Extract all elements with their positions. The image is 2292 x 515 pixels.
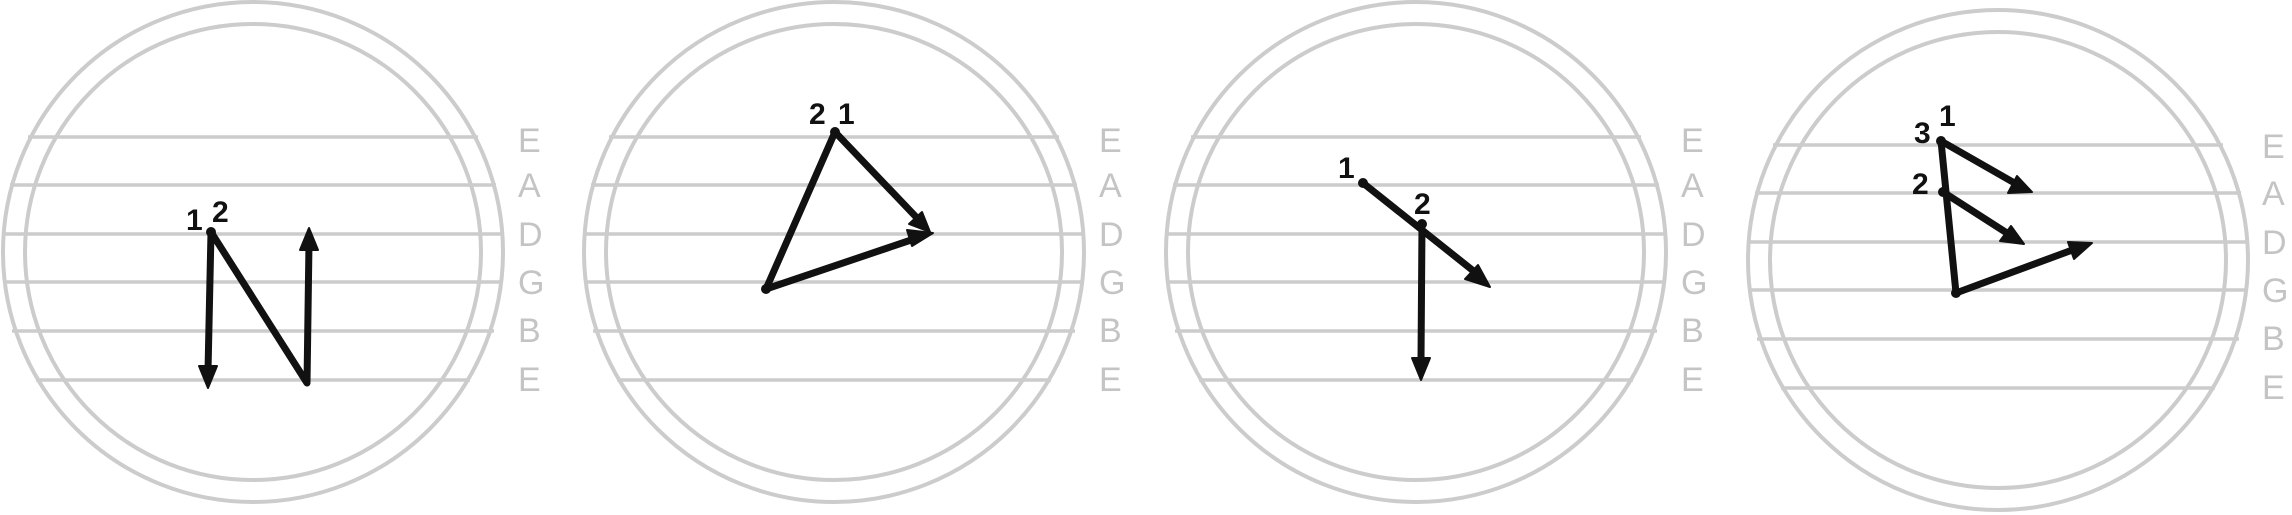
string-label-e-high: E: [1099, 122, 1122, 160]
string-label-a: A: [2262, 175, 2285, 213]
arrow-head-lower: [906, 229, 934, 247]
string-label-e-low: E: [2262, 369, 2285, 407]
finger-label-1: 1: [1939, 100, 1956, 133]
arrow-head-down: [198, 365, 218, 389]
finger-label-1: 1: [186, 204, 203, 237]
string-label-e-low: E: [1681, 361, 1704, 399]
outer-ring: [1746, 8, 2250, 512]
string-label-a: A: [518, 167, 541, 205]
string-label-g: G: [1099, 264, 1125, 302]
string-label-b: B: [1681, 312, 1704, 350]
string-label-a: A: [1099, 167, 1122, 205]
inner-ring: [604, 22, 1064, 482]
arrow-head-main: [2067, 241, 2093, 260]
motion-path-vertical: [1417, 220, 1426, 364]
corner-dot: [1951, 288, 1961, 298]
string-label-d: D: [1099, 216, 1124, 254]
motion-path-middle: [1939, 188, 2014, 239]
string-label-a: A: [1681, 167, 1704, 205]
string-label-d: D: [2262, 224, 2287, 262]
inner-ring: [23, 22, 483, 482]
string-label-b: B: [1099, 312, 1122, 350]
arrow-head-diagonal: [1464, 264, 1491, 288]
inner-ring: [1186, 22, 1646, 482]
finger-label-1: 1: [838, 98, 855, 131]
second-dot: [1938, 187, 1948, 197]
string-label-g: G: [518, 264, 544, 302]
motion-path: [204, 228, 313, 387]
string-label-d: D: [518, 216, 543, 254]
diagram-4: E A D G B E 3 1 2: [1746, 8, 2288, 512]
outer-ring: [1, 0, 505, 504]
string-label-e-low: E: [518, 361, 541, 399]
string-label-b: B: [518, 312, 541, 350]
arrow-head-up: [299, 227, 319, 251]
string-label-b: B: [2262, 320, 2285, 358]
finger-label-2: 2: [1912, 168, 1929, 201]
start-dot: [830, 127, 840, 137]
string-label-e-high: E: [1681, 122, 1704, 160]
finger-label-1: 1: [1338, 152, 1355, 185]
string-label-e-high: E: [518, 122, 541, 160]
finger-label-3: 3: [1914, 117, 1931, 150]
second-dot: [1417, 219, 1427, 229]
string-label-g: G: [2262, 272, 2288, 310]
arrow-head-down: [1411, 357, 1431, 381]
outer-ring: [582, 0, 1086, 504]
arrow-head-middle: [1999, 225, 2025, 245]
motion-path-main: [1937, 137, 2079, 297]
string-label-e-high: E: [2262, 128, 2285, 166]
corner-dot: [761, 284, 771, 294]
string-label-d: D: [1681, 216, 1706, 254]
diagram-1: E A D G B E 1 2: [1, 0, 544, 504]
start-dot: [206, 227, 216, 237]
diagram-3: E A D G B E 1 2: [1164, 0, 1707, 504]
finger-label-2: 2: [212, 196, 229, 229]
start-dot: [1936, 136, 1946, 146]
arrow-head-upper: [908, 211, 931, 233]
string-label-g: G: [1681, 264, 1707, 302]
finger-label-2: 2: [1414, 188, 1431, 221]
diagram-2: E A D G B E 2 1: [582, 0, 1125, 504]
motion-path-top: [1937, 137, 2022, 189]
string-label-e-low: E: [1099, 361, 1122, 399]
finger-label-2: 2: [809, 98, 826, 131]
outer-ring: [1164, 0, 1668, 504]
inner-ring: [1768, 30, 2228, 490]
arrow-head-top: [2007, 175, 2033, 194]
start-dot: [1358, 178, 1368, 188]
motion-path: [762, 128, 922, 293]
